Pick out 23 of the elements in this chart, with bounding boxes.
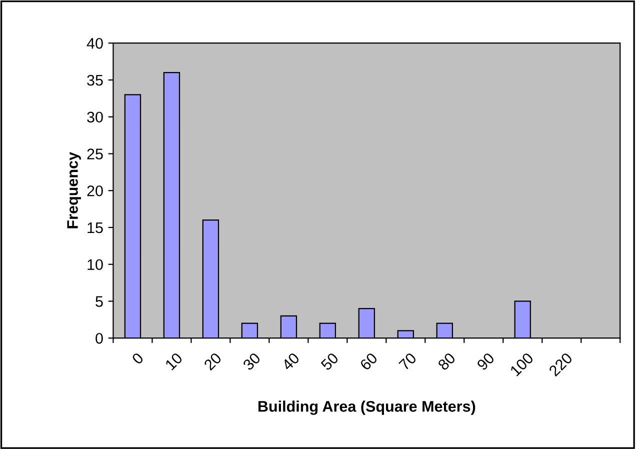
x-tick-label: 0 [131,352,144,365]
x-tick-label: 90 [476,352,496,371]
y-tick-label: 0 [96,332,103,344]
x-tick-label: 100 [510,352,534,377]
x-tick-label: 60 [359,352,378,371]
y-tick-label: 15 [88,222,103,234]
y-tick-label: 10 [88,259,103,270]
y-tick-label: 35 [87,74,103,86]
x-tick-label: 40 [281,352,300,372]
y-tick-label: 20 [87,185,103,196]
y-axis-title: Frequency [67,152,81,228]
x-tick-label: 220 [548,352,574,377]
y-tick-label: 25 [87,148,103,160]
y-tick-label: 5 [96,296,103,307]
x-tick-label: 10 [164,352,184,370]
x-axis-title: Building Area (Square Meters) [258,400,476,415]
x-tick-label: 50 [320,352,340,371]
x-tick-label: 20 [203,352,222,371]
y-tick-label: 30 [87,112,103,123]
y-tick-label: 40 [86,38,103,49]
x-tick-label: 30 [242,352,262,371]
x-tick-label: 80 [437,352,456,371]
x-tick-label: 70 [398,352,418,371]
